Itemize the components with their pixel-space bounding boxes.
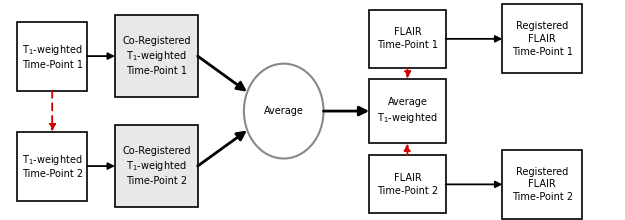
FancyBboxPatch shape xyxy=(17,132,88,201)
FancyBboxPatch shape xyxy=(17,22,88,91)
FancyBboxPatch shape xyxy=(369,155,446,213)
Text: T$_1$-weighted
Time-Point 2: T$_1$-weighted Time-Point 2 xyxy=(22,153,82,180)
Text: FLAIR
Time-Point 1: FLAIR Time-Point 1 xyxy=(377,28,438,50)
FancyBboxPatch shape xyxy=(115,125,198,207)
Text: Average
T$_1$-weighted: Average T$_1$-weighted xyxy=(378,97,438,125)
Text: T$_1$-weighted
Time-Point 1: T$_1$-weighted Time-Point 1 xyxy=(22,43,82,70)
Text: FLAIR
Time-Point 2: FLAIR Time-Point 2 xyxy=(377,173,438,196)
Text: Co-Registered
T$_1$-weighted
Time-Point 1: Co-Registered T$_1$-weighted Time-Point … xyxy=(122,36,191,76)
Text: Registered
FLAIR
Time-Point 2: Registered FLAIR Time-Point 2 xyxy=(512,167,572,202)
Text: Co-Registered
T$_1$-weighted
Time-Point 2: Co-Registered T$_1$-weighted Time-Point … xyxy=(122,146,191,186)
FancyBboxPatch shape xyxy=(115,15,198,97)
FancyBboxPatch shape xyxy=(369,10,446,68)
FancyBboxPatch shape xyxy=(369,79,446,143)
FancyBboxPatch shape xyxy=(503,4,582,73)
Text: Registered
FLAIR
Time-Point 1: Registered FLAIR Time-Point 1 xyxy=(512,21,572,57)
FancyBboxPatch shape xyxy=(503,150,582,219)
Text: Average: Average xyxy=(264,106,304,116)
Ellipse shape xyxy=(244,64,324,158)
